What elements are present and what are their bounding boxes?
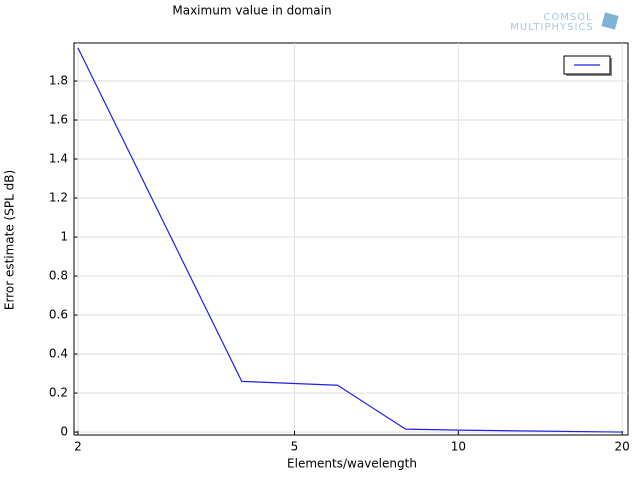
x-tick-label: 10 (451, 440, 466, 454)
y-tick-label: 1.8 (49, 74, 68, 88)
x-tick-label: 5 (291, 440, 299, 454)
y-tick-label: 0.8 (49, 269, 68, 283)
chart-title: Maximum value in domain (172, 4, 331, 18)
y-tick-label: 1 (60, 230, 68, 244)
data-line (77, 47, 623, 433)
plot-frame (73, 42, 629, 436)
y-tick-label: 1.4 (49, 152, 68, 166)
y-tick-label: 1.2 (49, 191, 68, 205)
y-tick-label: 0.6 (49, 308, 68, 322)
logo-icon (601, 12, 619, 30)
x-tick-label: 2 (74, 440, 82, 454)
x-axis-label: Elements/wavelength (287, 457, 417, 471)
y-tick-label: 0.4 (49, 347, 68, 361)
x-tick-label: 20 (615, 440, 630, 454)
y-tick-label: 0.2 (49, 386, 68, 400)
logo-text: COMSOL (543, 12, 592, 23)
y-tick-label: 1.6 (49, 113, 68, 127)
y-axis-label: Error estimate (SPL dB) (3, 170, 17, 310)
logo-text: MULTIPHYSICS (510, 22, 593, 33)
y-tick-label: 0 (60, 425, 68, 439)
